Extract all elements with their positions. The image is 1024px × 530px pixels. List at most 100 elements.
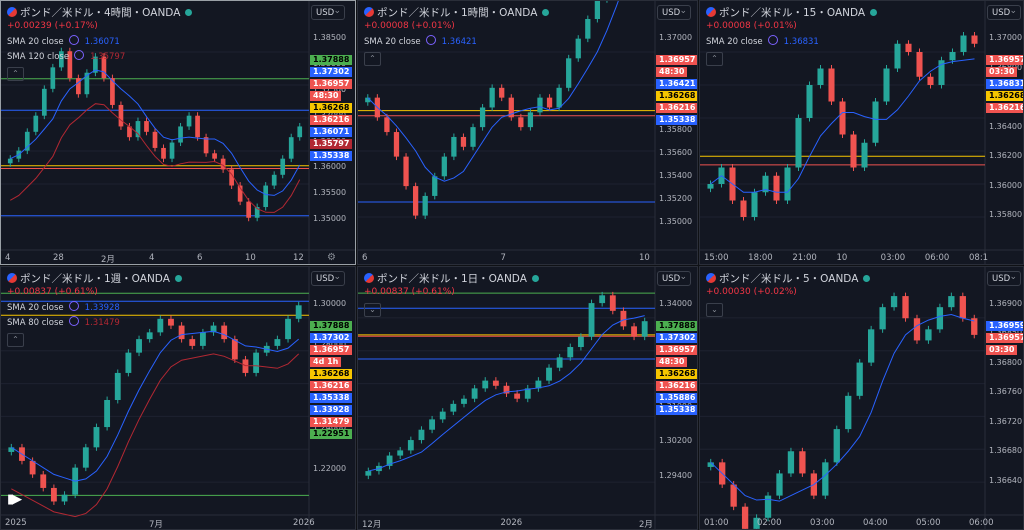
price-chart[interactable]	[1, 1, 356, 265]
symbol-title: ポンド／米ドル・15・OANDA	[719, 7, 866, 19]
collapse-legend-button[interactable]: ⌃	[7, 67, 24, 81]
currency-select[interactable]: USD	[657, 270, 691, 286]
chart-pane-p3[interactable]: ポンド／米ドル・15・OANDA +0.00008 (+0.01%) SMA 20 …	[699, 0, 1024, 265]
price-label-tag: 4d 1h	[310, 357, 342, 367]
chart-title[interactable]: ポンド／米ドル・1日・OANDA	[364, 271, 539, 286]
candle-body	[450, 403, 457, 412]
settings-icon[interactable]: ⚙	[327, 252, 336, 263]
market-open-icon	[542, 9, 550, 16]
visibility-icon[interactable]	[74, 50, 85, 60]
indicator-label: SMA 20 close	[706, 37, 763, 47]
currency-select[interactable]: USD	[311, 270, 345, 286]
pair-flag-icon	[7, 7, 17, 17]
candle-body	[157, 318, 164, 333]
candle-body	[101, 56, 107, 79]
collapse-legend-button[interactable]: ⌄	[706, 303, 723, 317]
chart-pane-p5[interactable]: ポンド／米ドル・1日・OANDA +0.00837 (+0.61%) ⌄ USD 1.3…	[357, 266, 698, 530]
candle-body	[246, 201, 251, 218]
candle-body	[948, 296, 955, 308]
chart-title[interactable]: ポンド／米ドル・1時間・OANDA	[364, 5, 550, 20]
candle-body	[588, 303, 595, 337]
price-chart[interactable]	[358, 267, 698, 530]
price-chart[interactable]	[700, 267, 1024, 530]
price-tick-label: 1.35000	[659, 217, 693, 226]
price-change: +0.00837 (+0.61%)	[364, 287, 455, 297]
price-label-tag: 48:30	[656, 357, 688, 367]
chart-pane-p2[interactable]: ポンド／米ドル・1時間・OANDA +0.00008 (+0.01%) SMA 20…	[357, 0, 698, 265]
candle-body	[186, 115, 192, 127]
indicator-legend[interactable]: SMA 20 close 1.36071	[7, 35, 120, 47]
symbol-title: ポンド／米ドル・5・OANDA	[719, 273, 859, 285]
candle-body	[7, 158, 13, 164]
time-tick-label: 06:00	[969, 518, 994, 528]
candle-body	[189, 339, 196, 346]
currency-select[interactable]: USD	[311, 4, 345, 20]
chart-pane-p6[interactable]: ポンド／米ドル・5・OANDA +0.00030 (+0.02%) ⌄ USD 1.36…	[699, 266, 1024, 530]
symbol-title: ポンド／米ドル・1日・OANDA	[377, 273, 527, 285]
indicator-legend[interactable]: SMA 20 close 1.33928	[7, 301, 120, 313]
indicator-legend[interactable]: SMA 20 close 1.36831	[706, 35, 819, 47]
price-chart[interactable]	[700, 1, 1024, 265]
currency-select[interactable]: USD	[657, 4, 691, 20]
candle-body	[403, 156, 409, 187]
indicator-legend[interactable]: SMA 80 close 1.31479	[7, 316, 120, 328]
candle-body	[773, 175, 780, 201]
indicator-label: SMA 120 close	[7, 52, 70, 62]
candle-body	[33, 115, 39, 132]
collapse-legend-button[interactable]: ⌃	[364, 52, 381, 66]
currency-select[interactable]: USD	[987, 4, 1021, 20]
time-tick-label: 6	[362, 253, 368, 263]
candle-body	[178, 126, 183, 143]
price-label-tag: 48:30	[656, 67, 688, 77]
time-tick-label: 05:00	[916, 518, 941, 528]
visibility-icon[interactable]	[68, 35, 79, 45]
price-chart[interactable]	[1, 267, 356, 530]
currency-select[interactable]: USD	[987, 270, 1021, 286]
candle-body	[280, 158, 286, 175]
visibility-icon[interactable]	[425, 35, 436, 45]
chart-pane-p1[interactable]: ポンド／米ドル・4時間・OANDA +0.00239 (+0.17%) SMA 20…	[0, 0, 356, 265]
indicator-legend[interactable]: SMA 120 close 1.35797	[7, 50, 125, 62]
time-tick-label: 10	[639, 253, 650, 263]
price-tick-label: 1.36720	[989, 416, 1023, 426]
candle-body	[84, 72, 90, 95]
price-label-tag: 1.36831	[986, 79, 1023, 89]
chart-title[interactable]: ポンド／米ドル・15・OANDA	[706, 5, 878, 20]
price-label-tag: 1.35886	[656, 393, 697, 403]
chart-pane-p4[interactable]: ポンド／米ドル・1週・OANDA +0.00837 (+0.61%) SMA 20 …	[0, 266, 356, 530]
indicator-legend[interactable]: SMA 20 close 1.36421	[364, 35, 477, 47]
sma-line	[710, 58, 975, 193]
candle-body	[787, 451, 795, 474]
candle-body	[795, 118, 802, 168]
candle-body	[828, 68, 835, 102]
candle-body	[971, 318, 978, 335]
time-tick-label: 08:1	[969, 253, 989, 263]
visibility-icon[interactable]	[68, 301, 79, 311]
price-label-tag: 1.37302	[656, 333, 697, 343]
candle-body	[499, 87, 505, 98]
candle-body	[527, 112, 534, 128]
collapse-legend-button[interactable]: ⌄	[364, 303, 381, 317]
candle-body	[93, 427, 100, 448]
price-label-tag: 1.37888	[310, 55, 353, 65]
candle-body	[212, 153, 217, 159]
collapse-legend-button[interactable]: ⌃	[7, 333, 24, 347]
price-label-tag: 1.36268	[656, 91, 697, 101]
price-label-tag: 1.36268	[310, 369, 353, 379]
price-chart[interactable]	[358, 1, 698, 265]
price-label-tag: 1.35797	[310, 139, 353, 149]
chart-title[interactable]: ポンド／米ドル・1週・OANDA	[7, 271, 182, 286]
chart-title[interactable]: ポンド／米ドル・5・OANDA	[706, 271, 871, 286]
visibility-icon[interactable]	[767, 35, 778, 45]
price-tick-label: 1.36760	[989, 387, 1023, 397]
candle-body	[503, 385, 510, 394]
candle-body	[949, 52, 956, 61]
candle-body	[67, 51, 73, 79]
chart-title[interactable]: ポンド／米ドル・4時間・OANDA	[7, 5, 193, 20]
candle-body	[59, 51, 64, 68]
candle-body	[776, 473, 783, 496]
visibility-icon[interactable]	[68, 316, 79, 326]
indicator-label: SMA 20 close	[7, 303, 64, 313]
collapse-legend-button[interactable]: ⌃	[706, 52, 723, 66]
